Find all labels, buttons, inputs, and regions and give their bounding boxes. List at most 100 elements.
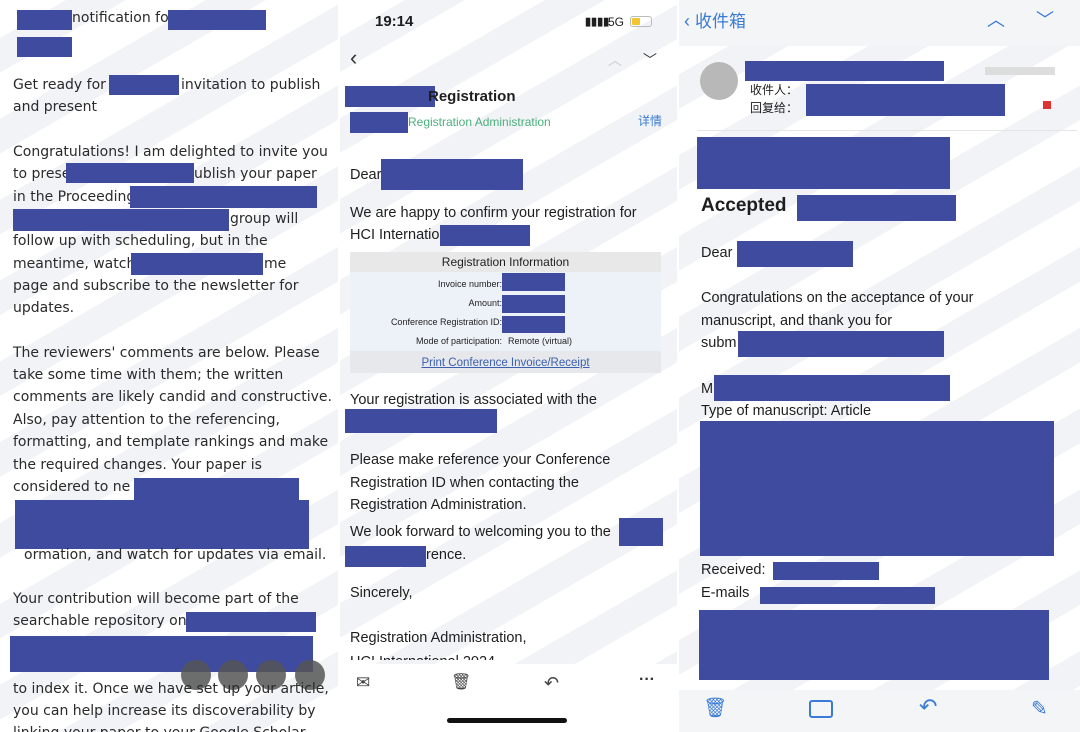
print-invoice-link[interactable]: Print Conference Invoice/Receipt (421, 357, 590, 369)
next-message-icon[interactable]: ﹀ (643, 52, 657, 68)
sender-avatar (700, 62, 738, 100)
redaction (773, 562, 879, 580)
text-line: ublish your paper (194, 166, 317, 182)
redaction (619, 518, 663, 546)
redaction (699, 610, 1049, 680)
text-line: meantime, watch (13, 256, 136, 272)
greeting: Dear (701, 245, 733, 261)
text-line: invitation to publish (181, 77, 321, 93)
amount-label: Amount: (468, 298, 502, 308)
redaction (502, 273, 565, 291)
more-button[interactable] (295, 660, 325, 690)
compose-icon[interactable]: ✎ (1031, 698, 1048, 720)
body-line: manuscript, and thank you for (701, 313, 893, 329)
body-line: We are happy to confirm your registratio… (350, 205, 637, 221)
body-line: Registration ID when contacting the (350, 475, 579, 491)
network-label: 5G (608, 15, 625, 29)
manuscript-type: Type of manuscript: Article (701, 403, 872, 419)
reply-to-label: 回复给： (750, 101, 799, 115)
closing: Sincerely, (350, 585, 413, 601)
redaction (797, 195, 956, 221)
redaction (697, 137, 950, 189)
redaction (806, 84, 1005, 116)
redaction (760, 587, 935, 604)
redaction (502, 316, 565, 333)
share-button[interactable] (181, 660, 211, 690)
trash-icon[interactable]: 🗑 (703, 698, 728, 719)
text-line: take some time with them; the written (13, 367, 284, 383)
redaction (109, 75, 179, 95)
redaction (17, 10, 72, 30)
mark-unread-icon[interactable]: ✉ (356, 673, 371, 692)
received-label: Received: (701, 562, 766, 578)
redaction (134, 478, 299, 500)
details-link[interactable]: 详情 (638, 114, 663, 128)
redaction (131, 253, 263, 275)
folder-icon[interactable] (809, 700, 833, 718)
text-line: and present (13, 99, 98, 115)
body-line: Registration Administration. (350, 497, 527, 513)
subject-word: Accepted (701, 195, 787, 216)
text-line: notification fo (72, 10, 169, 26)
email-subject: Registration (428, 88, 516, 105)
inbox-label: 收件箱 (695, 12, 746, 31)
registration-info-table: Registration Information Invoice number:… (350, 252, 661, 373)
text-line: to prese (13, 166, 71, 182)
redaction (345, 409, 497, 433)
trash-icon[interactable]: 🗑 (451, 674, 472, 691)
more-icon[interactable]: ··· (639, 671, 655, 688)
divider (697, 130, 1077, 131)
home-indicator (447, 718, 567, 723)
redaction (66, 163, 194, 183)
sender-name[interactable]: Registration Administration (408, 115, 551, 129)
bookmark-button[interactable] (218, 660, 248, 690)
text-line: The reviewers' comments are below. Pleas… (13, 345, 320, 361)
date-blurred (985, 67, 1055, 75)
text-line: page and subscribe to the newsletter for (13, 278, 299, 294)
signature-line: HCI International 2024 (350, 654, 496, 670)
text-line: formatting, and template rankings and ma… (13, 434, 329, 450)
text-line: follow up with scheduling, but in the (13, 233, 268, 249)
text-line: the required changes. Your paper is (13, 457, 262, 473)
reply-icon[interactable]: ↶ (544, 673, 560, 693)
emails-label: E-mails (701, 585, 750, 601)
registration-id-label: Conference Registration ID: (390, 317, 502, 327)
previous-message-icon[interactable]: ︿ (987, 10, 1005, 30)
redaction (737, 241, 853, 267)
to-label: 收件人： (750, 83, 799, 97)
reply-icon[interactable]: ↶ (919, 694, 938, 719)
body-line: Congratulations on the acceptance of you… (701, 290, 974, 306)
text-line: linking your paper to your Google Schola… (13, 723, 305, 732)
left-email-screenshot: notification fo Get ready for invitation… (0, 0, 338, 732)
back-to-inbox-button[interactable]: ‹ 收件箱 (684, 11, 746, 31)
redaction (15, 500, 309, 549)
flag-icon[interactable] (1043, 101, 1051, 109)
comment-button[interactable] (256, 660, 286, 690)
registration-email-screenshot: 19:14 ▮▮▮▮ 5G ‹ ︿ ﹀ Registration Registr… (340, 0, 677, 732)
body-line: Your registration is associated with the (350, 392, 597, 408)
text-line: Congratulations! I am delighted to invit… (13, 144, 328, 160)
signature-line: Registration Administration, (350, 630, 527, 646)
mode-value: Remote (virtual) (508, 336, 573, 346)
mode-label: Mode of participation: (416, 336, 503, 346)
redaction (350, 112, 408, 133)
text-line: comments are likely candid and construct… (13, 389, 332, 405)
greeting: Dear (350, 167, 382, 183)
body-line: We look forward to welcoming you to the (350, 524, 611, 540)
redaction (345, 546, 426, 567)
text-line: to index it. Once we have set up your ar… (13, 681, 329, 697)
redaction (502, 295, 565, 313)
text-line: Your contribution will become part of th… (13, 591, 299, 607)
body-line: HCI Internatio (350, 227, 440, 243)
next-message-icon[interactable]: ﹀ (1036, 10, 1054, 30)
status-time: 19:14 (375, 13, 414, 30)
body-line: subm (701, 335, 737, 351)
previous-message-icon[interactable]: ︿ (608, 52, 622, 68)
redaction (745, 61, 944, 81)
invoice-label: Invoice number: (437, 279, 502, 289)
redaction (714, 375, 950, 401)
redaction (13, 209, 229, 231)
back-icon[interactable]: ‹ (350, 45, 358, 70)
body-line: rence. (426, 547, 467, 563)
signal-icon: ▮▮▮▮ (585, 16, 610, 28)
